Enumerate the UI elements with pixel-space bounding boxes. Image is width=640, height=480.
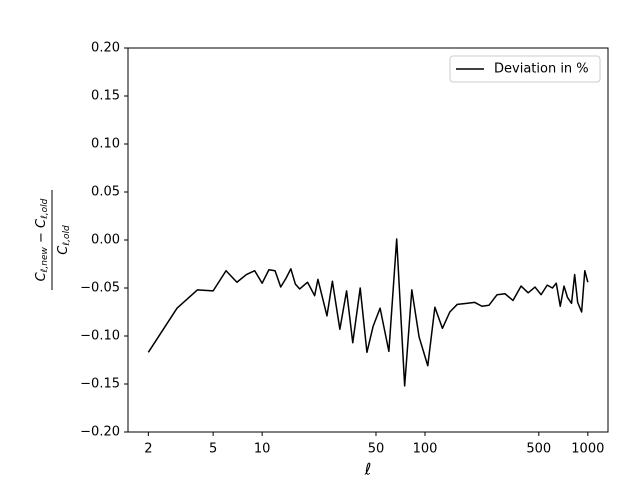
y-tick-label: 0.20 xyxy=(91,41,120,56)
x-tick-label: 100 xyxy=(413,442,438,457)
data-line xyxy=(147,238,589,387)
y-tick-label: −0.05 xyxy=(80,281,120,296)
y-label-part: C xyxy=(56,245,71,255)
legend-box xyxy=(449,55,601,83)
x-tick-label: 10 xyxy=(254,442,271,457)
y-label-part: ℓ,new xyxy=(40,247,50,274)
y-label-part: ℓ,old xyxy=(62,225,72,247)
y-label-denominator: Cℓ,old xyxy=(56,225,72,255)
y-tick-label: 0.05 xyxy=(91,185,120,200)
x-axis-label: ℓ xyxy=(364,460,372,479)
x-tick-label: 2 xyxy=(144,442,152,457)
x-tick-label: 1000 xyxy=(571,442,604,457)
y-label-part: − C xyxy=(34,218,49,247)
x-tick-label: 5 xyxy=(209,442,217,457)
y-tick-label: 0.10 xyxy=(91,137,120,152)
y-label-part: C xyxy=(34,271,49,281)
x-tick-label: 50 xyxy=(368,442,385,457)
y-tick-label: −0.10 xyxy=(80,329,120,344)
y-tick-label: 0.00 xyxy=(91,233,120,248)
x-tick-label: 500 xyxy=(526,442,551,457)
plot-frame xyxy=(127,47,609,433)
legend-label: Deviation in % xyxy=(494,62,589,77)
y-label-part: ℓ,old xyxy=(40,198,50,220)
y-tick-label: −0.15 xyxy=(80,377,120,392)
y-tick-label: 0.15 xyxy=(91,89,120,104)
y-tick-label: −0.20 xyxy=(80,425,120,440)
y-label-numerator: Cℓ,new − Cℓ,old xyxy=(34,198,50,281)
